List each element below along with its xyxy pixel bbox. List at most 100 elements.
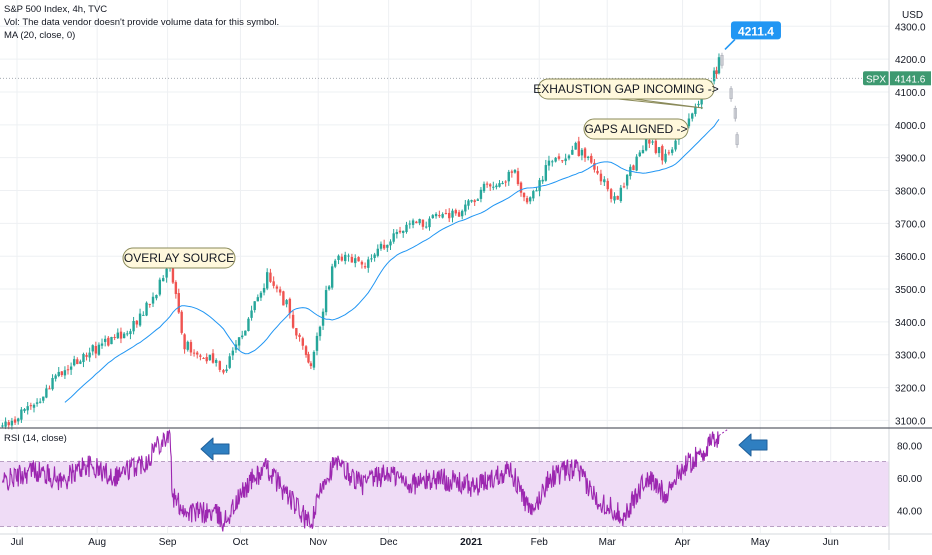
candle-up xyxy=(57,371,60,376)
candle-down xyxy=(309,363,313,367)
callout-text: EXHAUSTION GAP INCOMING -> xyxy=(533,82,718,96)
spx-symbol: SPX xyxy=(866,74,886,85)
candle-down xyxy=(510,171,514,173)
candle-up xyxy=(495,185,498,188)
candle-down xyxy=(76,359,79,365)
candle-up xyxy=(20,409,23,420)
candle-up xyxy=(79,361,82,364)
candle-down xyxy=(715,70,718,74)
candle-up xyxy=(532,191,535,199)
candle-up xyxy=(697,103,700,106)
candle-up xyxy=(395,232,399,235)
candle-up xyxy=(1,425,4,427)
candle-down xyxy=(457,212,461,217)
candle-down xyxy=(616,195,619,200)
candle-up xyxy=(344,254,347,262)
price-tick-label: 4100.0 xyxy=(895,88,926,99)
candle-down xyxy=(275,286,279,289)
candle-up xyxy=(82,353,85,363)
candle-down xyxy=(189,342,193,353)
price-callout-pointer xyxy=(724,38,736,50)
candle-down xyxy=(272,281,275,286)
candle-up xyxy=(479,189,483,199)
callout-bubble xyxy=(583,118,689,140)
candle-up xyxy=(315,335,319,351)
candle-down xyxy=(350,256,354,263)
rsi-legend: RSI (14, close) xyxy=(4,433,67,444)
candle-down xyxy=(113,336,116,338)
candle-up xyxy=(231,350,235,356)
candle-up xyxy=(392,233,395,242)
candle-down xyxy=(301,338,305,346)
ma-layer xyxy=(64,118,720,403)
candle-up xyxy=(674,140,677,150)
candle-up xyxy=(247,318,250,332)
price-tick-label: 3300.0 xyxy=(895,351,926,362)
chart-title: S&P 500 Index, 4h, TVC xyxy=(4,4,108,15)
time-tick-label: Sep xyxy=(159,537,177,548)
candle-up xyxy=(492,186,495,188)
candle-up xyxy=(155,295,158,299)
rsi-panel: RSI (14, close) xyxy=(0,428,889,532)
price-callout-box xyxy=(730,21,781,40)
annotation-layer: SPX 4141.6 4211.4 OVERLAY SOURCE EXHAUSTION … xyxy=(0,21,931,461)
candle-up xyxy=(88,352,91,358)
candle-down xyxy=(180,311,183,333)
candle-up xyxy=(63,370,67,376)
candle-up xyxy=(241,335,244,338)
candle-up xyxy=(110,336,113,345)
candle-down xyxy=(606,180,609,190)
time-tick-label: Mar xyxy=(599,537,617,548)
candle-down xyxy=(609,189,613,199)
candle-up xyxy=(103,338,107,342)
candle-up xyxy=(580,149,584,156)
candle-down xyxy=(577,141,580,157)
candle-up xyxy=(671,149,674,153)
candle-up xyxy=(441,214,444,218)
candle-down xyxy=(135,320,139,325)
candle-up xyxy=(42,396,45,401)
candle-up xyxy=(408,223,411,225)
price-tick-label: 4200.0 xyxy=(895,55,926,66)
candle-down xyxy=(171,258,175,283)
candle-up xyxy=(529,197,532,202)
candle-up xyxy=(250,310,253,318)
candle-down xyxy=(222,370,225,373)
ma-legend: MA (20, close, 0) xyxy=(4,30,76,41)
time-tick-label: May xyxy=(751,537,770,548)
projected-bar-body xyxy=(733,107,737,119)
candle-up xyxy=(318,326,322,337)
candle-down xyxy=(421,219,425,227)
candle-up xyxy=(186,341,189,350)
projected-bar-body xyxy=(729,88,733,99)
candle-down xyxy=(363,266,367,268)
candle-up xyxy=(142,314,145,316)
price-tick-label: 3400.0 xyxy=(895,318,926,329)
candle-down xyxy=(119,331,123,339)
candle-up xyxy=(687,118,691,127)
price-callout-label: 4211.4 xyxy=(738,24,774,38)
candle-up xyxy=(571,149,574,155)
candle-up xyxy=(535,190,538,192)
candle-up xyxy=(122,333,126,339)
candle-up xyxy=(285,300,288,305)
callout-bubble xyxy=(537,78,715,100)
candle-up xyxy=(4,421,7,427)
candle-down xyxy=(192,352,196,354)
time-tick-label: Jun xyxy=(823,537,839,548)
candle-up xyxy=(337,255,340,260)
candle-down xyxy=(107,337,110,346)
candle-down xyxy=(454,210,457,214)
candle-down xyxy=(174,282,178,295)
candle-down xyxy=(485,183,489,185)
candle-down xyxy=(382,244,386,249)
candle-down xyxy=(60,371,64,376)
candle-up xyxy=(208,354,212,361)
candle-up xyxy=(619,187,623,202)
candle-down xyxy=(632,165,635,171)
candle-down xyxy=(583,148,587,158)
candle-up xyxy=(470,200,473,202)
candle-down xyxy=(202,358,205,360)
candle-up xyxy=(256,297,260,302)
time-tick-label: Aug xyxy=(88,537,106,548)
